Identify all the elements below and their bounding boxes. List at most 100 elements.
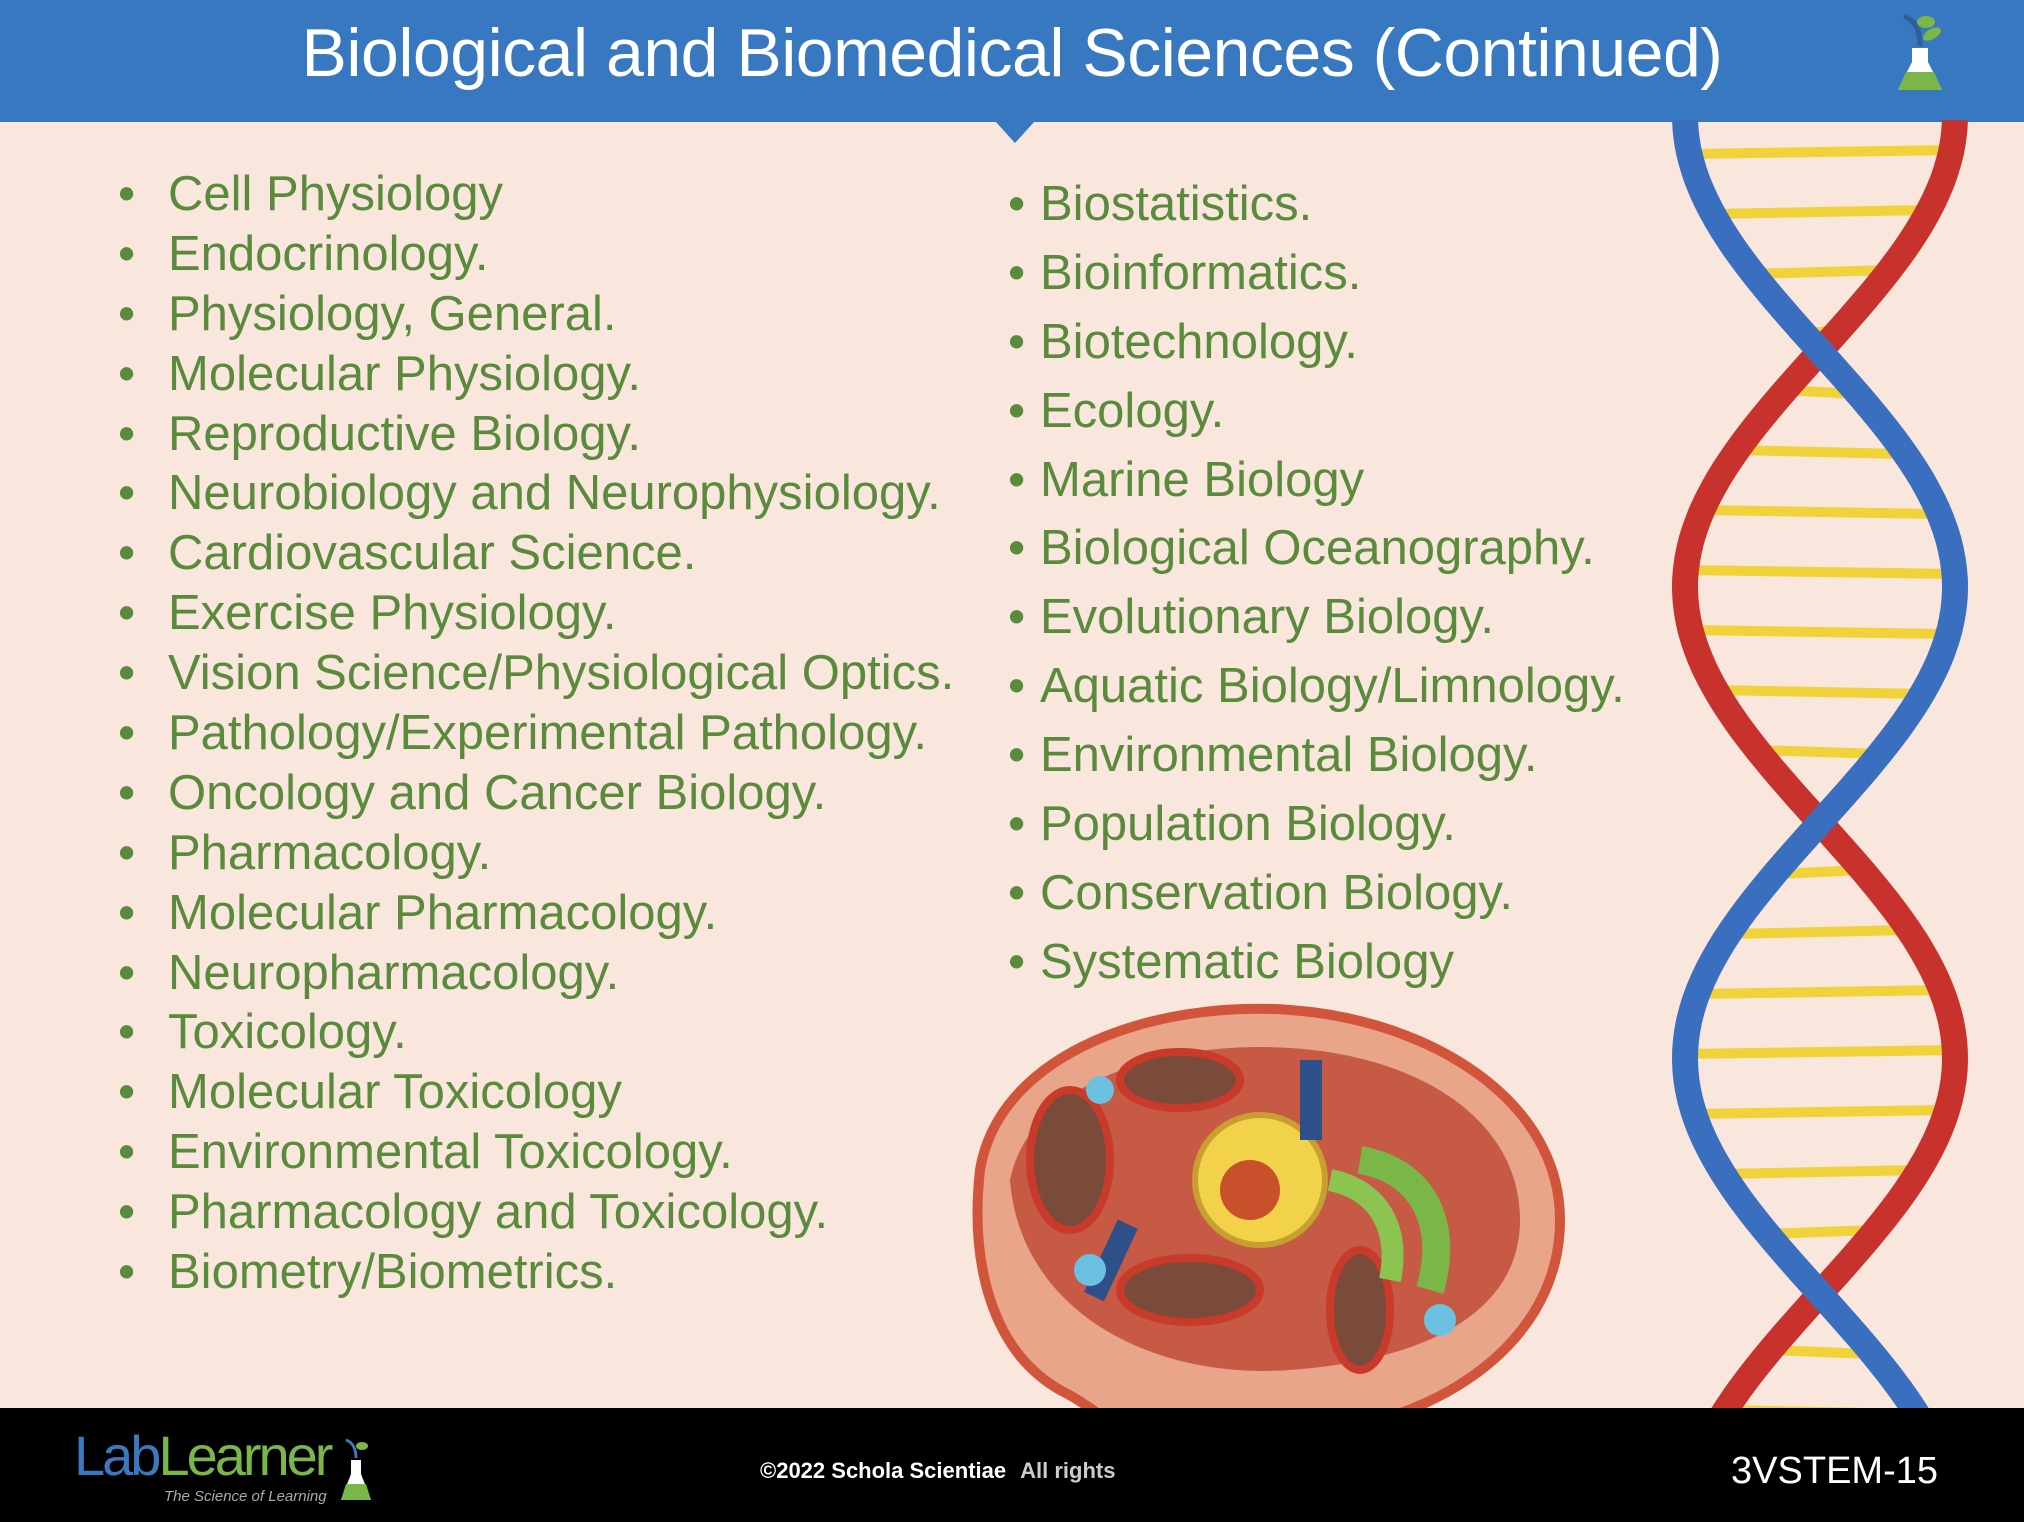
- list-item-label: Pharmacology.: [168, 825, 492, 880]
- list-item-label: Biological Oceanography.: [1040, 521, 1595, 576]
- bullet: •: [1008, 934, 1026, 989]
- list-item: • Biotechnology.: [1008, 308, 1625, 377]
- bullet: •: [118, 1005, 136, 1060]
- bullet: •: [118, 945, 136, 1000]
- list-item: • Systematic Biology: [1008, 928, 1625, 997]
- list-item-label: Toxicology.: [168, 1005, 407, 1060]
- bullet: •: [118, 586, 136, 641]
- slide-code: 3VSTEM-15: [1731, 1450, 1938, 1492]
- bullet: •: [1008, 383, 1026, 438]
- cell-illustration: [972, 1003, 1566, 1497]
- dna-rung: [1720, 1165, 1920, 1179]
- list-item: • Environmental Biology.: [1008, 721, 1625, 790]
- footer-bar: [0, 1408, 2024, 1522]
- list-item: • Cell Physiology: [118, 164, 954, 224]
- list-item-label: Molecular Toxicology: [168, 1065, 622, 1120]
- list-item-label: Endocrinology.: [168, 226, 489, 281]
- list-item-label: Oncology and Cancer Biology.: [168, 765, 827, 820]
- list-item: • Vision Science/Physiological Optics.: [118, 643, 954, 703]
- bullet: •: [1008, 797, 1026, 852]
- list-item-label: Conservation Biology.: [1040, 865, 1514, 920]
- footer-flask-icon: [341, 1438, 371, 1500]
- header-notch: [995, 121, 1035, 143]
- logo-tagline: The Science of Learning: [164, 1488, 327, 1505]
- bullet: •: [1008, 728, 1026, 783]
- bullet: •: [118, 1125, 136, 1180]
- dna-rung: [1715, 685, 1925, 699]
- list-item: • Population Biology.: [1008, 790, 1625, 859]
- list-item-label: Pharmacology and Toxicology.: [168, 1185, 829, 1240]
- list-item: • Toxicology.: [118, 1002, 954, 1062]
- bullet: •: [118, 346, 136, 401]
- list-item-label: Physiology, General.: [168, 286, 617, 341]
- bullet: •: [118, 646, 136, 701]
- lablearner-logo[interactable]: LabLearner The Science of Learning: [74, 1428, 344, 1510]
- flask-logo-icon: [1898, 13, 1942, 90]
- left-topic-list: • Cell Physiology • Endocrinology. • Physiolo…: [118, 164, 954, 1302]
- dna-rung: [1702, 505, 1938, 519]
- list-item: • Molecular Physiology.: [118, 344, 954, 404]
- list-item-label: Population Biology.: [1040, 797, 1456, 852]
- bullet: •: [1008, 177, 1026, 231]
- list-item-label: Marine Biology: [1040, 452, 1365, 507]
- list-item-label: Biotechnology.: [1040, 314, 1358, 369]
- bullet: •: [118, 825, 136, 880]
- list-item: • Molecular Pharmacology.: [118, 883, 954, 943]
- dna-rung: [1750, 265, 1890, 279]
- list-item-label: Biostatistics.: [1040, 177, 1313, 231]
- list-item: • Exercise Physiology.: [118, 583, 954, 643]
- bullet: •: [118, 1065, 136, 1120]
- copyright-owner: ©2022 Schola Scientiae: [760, 1458, 1007, 1483]
- bullet: •: [1008, 314, 1026, 369]
- list-item: • Pathology/Experimental Pathology.: [118, 703, 954, 763]
- list-item-label: Environmental Toxicology.: [168, 1125, 733, 1180]
- list-item-label: Neuropharmacology.: [168, 945, 620, 1000]
- list-item: • Conservation Biology.: [1008, 859, 1625, 928]
- list-item: • Biostatistics.: [1008, 170, 1625, 239]
- bullet: •: [1008, 452, 1026, 507]
- bullet: •: [1008, 521, 1026, 576]
- bullet: •: [118, 1185, 136, 1240]
- list-item-label: Environmental Biology.: [1040, 728, 1538, 783]
- list-item: • Environmental Toxicology.: [118, 1122, 954, 1182]
- dna-rung: [1688, 145, 1952, 159]
- bullet: •: [1008, 659, 1026, 714]
- list-item: • Pharmacology.: [118, 823, 954, 883]
- list-item: • Biological Oceanography.: [1008, 514, 1625, 583]
- bullet: •: [118, 226, 136, 281]
- logo-lab-text: Lab: [74, 1424, 161, 1487]
- list-item-label: Cell Physiology: [168, 167, 503, 221]
- list-item-label: Bioinformatics.: [1040, 245, 1362, 300]
- bullet: •: [118, 406, 136, 461]
- bullet: •: [118, 765, 136, 820]
- dna-rung: [1685, 1045, 1955, 1059]
- list-item: • Physiology, General.: [118, 284, 954, 344]
- header-bar: Biological and Biomedical Sciences (Cont…: [0, 0, 2024, 122]
- list-item: • Neurobiology and Neurophysiology.: [118, 463, 954, 523]
- rights-text: All rights: [1020, 1458, 1116, 1483]
- dna-rung: [1737, 445, 1903, 459]
- logo-learner-text: Learner: [158, 1424, 333, 1487]
- list-item: • Evolutionary Biology.: [1008, 583, 1625, 652]
- list-item: • Marine Biology: [1008, 446, 1625, 515]
- list-item-label: Exercise Physiology.: [168, 586, 617, 641]
- page-title: Biological and Biomedical Sciences (Cont…: [301, 15, 1723, 91]
- bullet: •: [118, 706, 136, 761]
- list-item-label: Evolutionary Biology.: [1040, 590, 1494, 645]
- list-item-label: Vision Science/Physiological Optics.: [168, 646, 955, 701]
- dna-rung: [1690, 625, 1950, 639]
- bullet: •: [1008, 245, 1026, 300]
- bullet: •: [118, 466, 136, 521]
- bullet: •: [118, 1245, 136, 1300]
- list-item-label: Ecology.: [1040, 383, 1225, 438]
- dna-rung: [1698, 985, 1942, 999]
- list-item: • Pharmacology and Toxicology.: [118, 1182, 954, 1242]
- list-item-label: Cardiovascular Science.: [168, 526, 697, 581]
- list-item: • Molecular Toxicology: [118, 1062, 954, 1122]
- right-topic-list: • Biostatistics. • Bioinformatics. • Biotechn…: [1008, 170, 1625, 997]
- list-item-label: Aquatic Biology/Limnology.: [1040, 659, 1625, 714]
- bullet: •: [118, 286, 136, 341]
- bullet: •: [118, 885, 136, 940]
- list-item: • Neuropharmacology.: [118, 943, 954, 1003]
- list-item-label: Molecular Pharmacology.: [168, 885, 718, 940]
